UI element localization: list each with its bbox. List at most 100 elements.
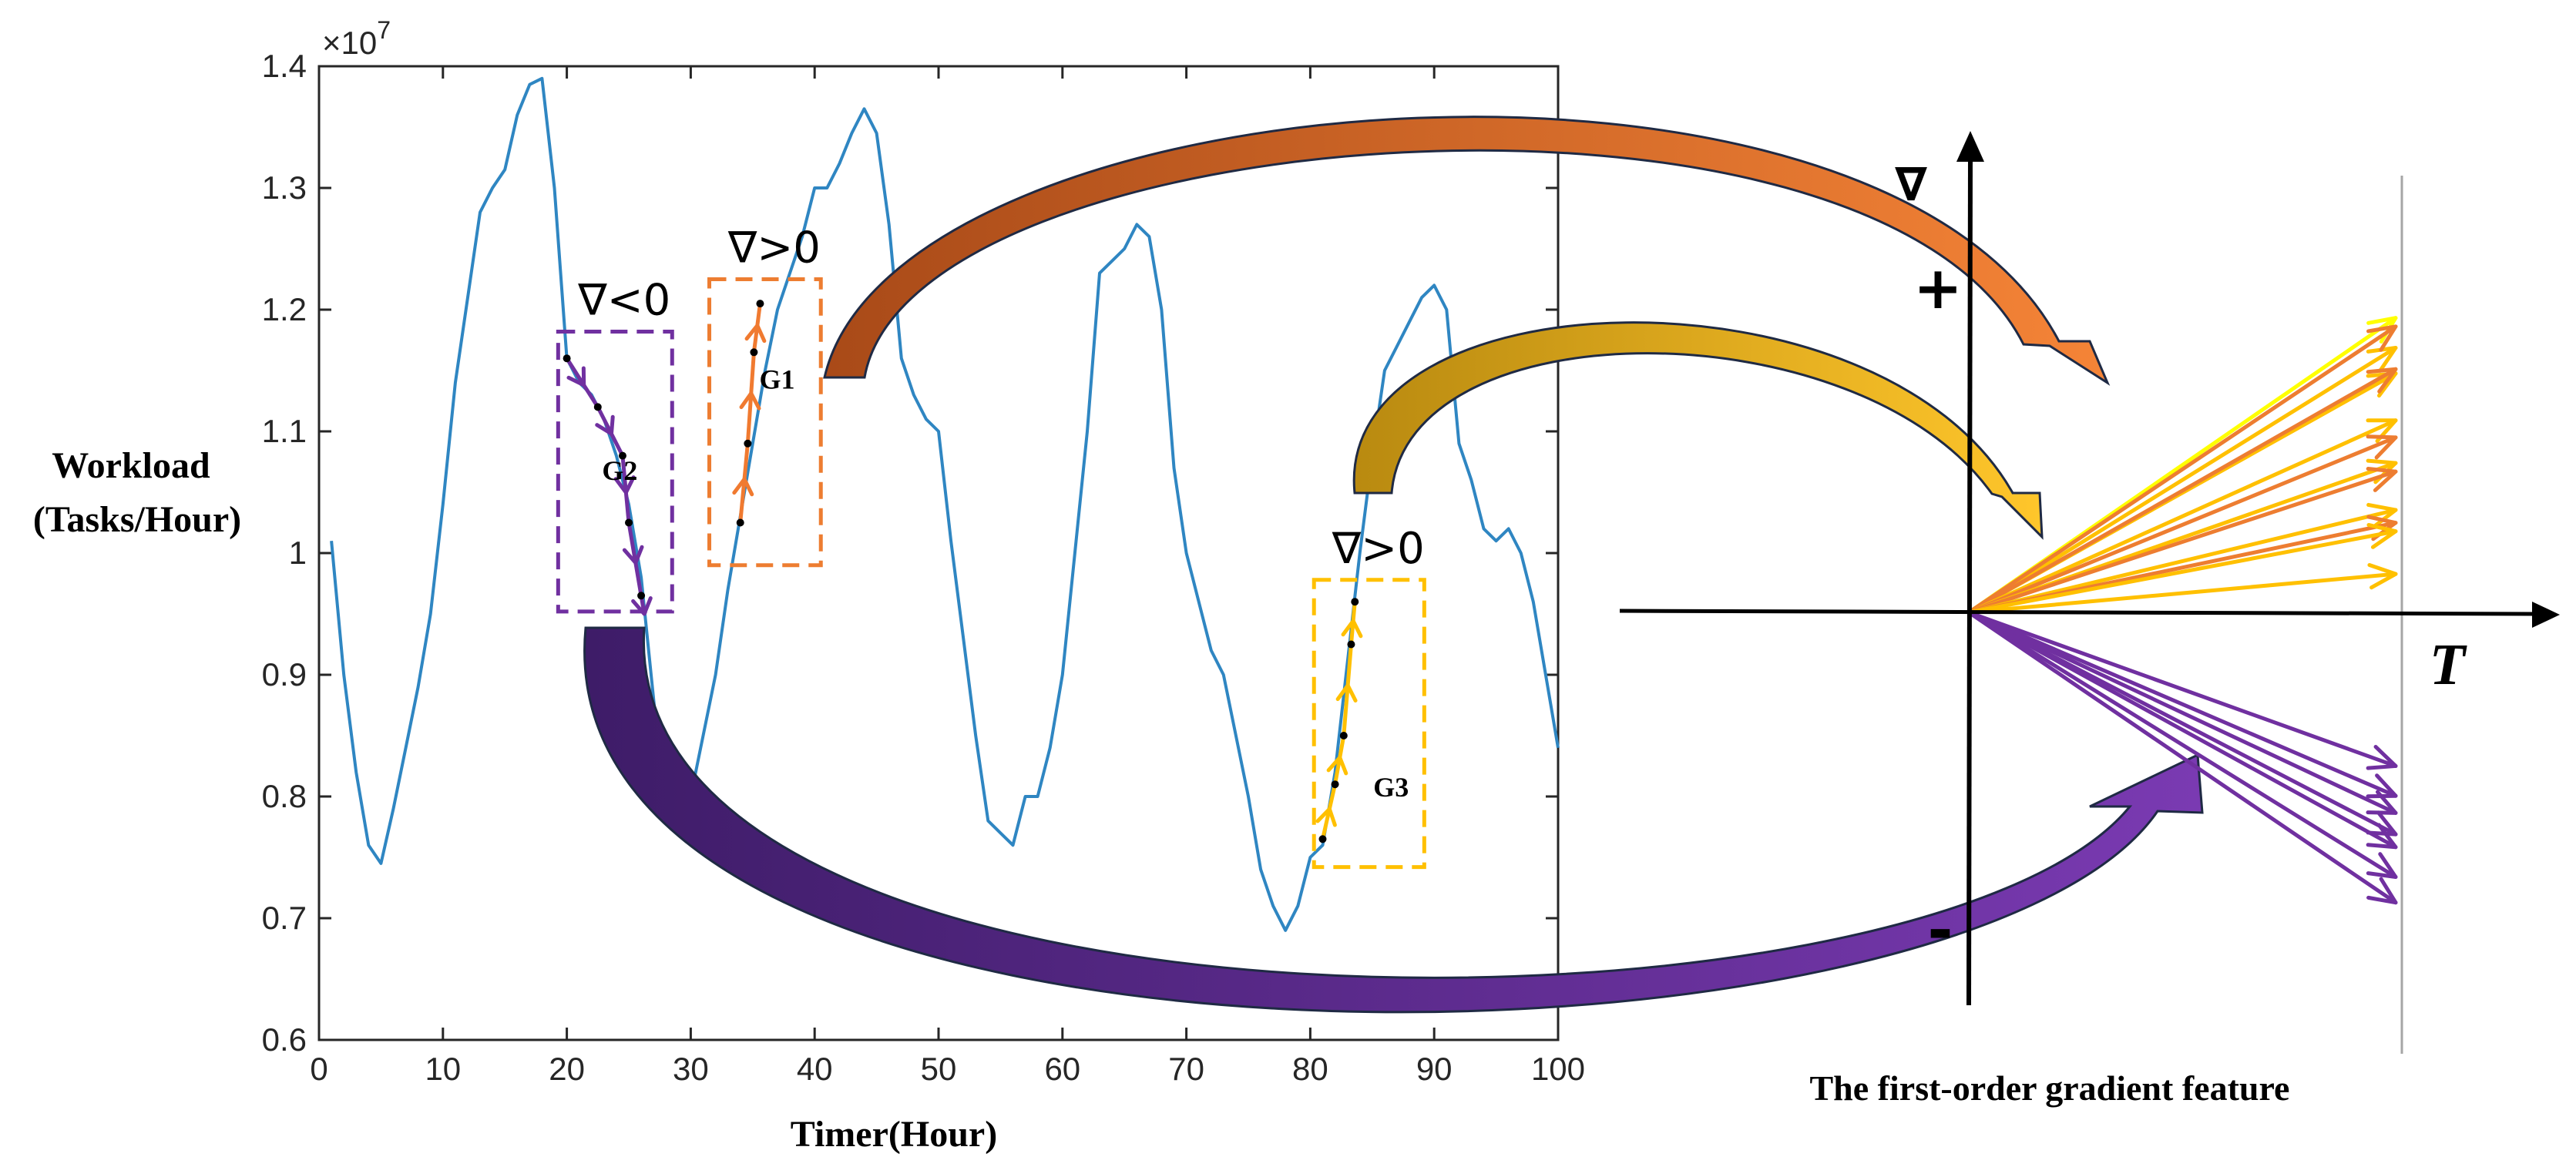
negative-gradient-vector-head — [2366, 773, 2398, 799]
group-point — [750, 348, 758, 357]
group-point — [1339, 732, 1348, 739]
y-tick-label: 1.4 — [262, 48, 307, 84]
negative-gradient-vector-head — [2366, 810, 2398, 837]
x-tick-label: 40 — [797, 1051, 833, 1087]
group-point — [1331, 780, 1339, 789]
negative-gradient-vector — [1966, 610, 2398, 850]
connector-arrows — [583, 116, 2204, 1014]
y-tick-label: 1 — [289, 535, 307, 571]
time-axis-label: T — [2430, 632, 2467, 697]
y-tick-label: 1.1 — [262, 413, 307, 449]
positive-gradient-vector-head — [2366, 367, 2398, 394]
x-tick-label: 80 — [1292, 1051, 1328, 1087]
workload-chart: 0 10 20 30 40 50 60 70 80 90 100 0.6 0.7 0.8 0.9 1 1.1 1… — [33, 16, 1585, 1155]
t-axis — [1619, 609, 2536, 616]
positive-gradient-vector-head — [2366, 434, 2398, 460]
g3-connector-arrow — [1352, 321, 2044, 540]
x-tick-group: 0 10 20 30 40 50 60 70 80 90 100 — [310, 66, 1585, 1087]
positive-gradient-vector — [1966, 346, 2398, 615]
negative-gradient-vector — [1966, 610, 2398, 798]
group-arrowhead — [595, 414, 615, 436]
positive-gradient-vector — [1966, 418, 2398, 615]
x-tick-label: 10 — [425, 1051, 461, 1087]
positive-gradient-vector — [1966, 469, 2398, 615]
group-box — [556, 329, 674, 614]
x-axis-label: Timer(Hour) — [791, 1114, 997, 1155]
negative-gradient-vector — [1966, 610, 2398, 815]
negative-gradient-vector — [1966, 610, 2398, 879]
y-axis-label-line1: Workload — [52, 445, 210, 486]
group-arrowhead — [566, 366, 586, 387]
group-arrowhead — [1341, 619, 1363, 639]
x-tick-label: 70 — [1168, 1051, 1204, 1087]
panel-caption: The first-order gradient feature — [1810, 1068, 2290, 1108]
group-arrowhead — [739, 391, 761, 411]
group-box — [707, 277, 823, 568]
group-annotation: ∇>0 — [727, 223, 821, 273]
group-g1: ∇>0 G1 — [707, 223, 823, 568]
plot-area-frame — [317, 65, 1560, 1041]
group-segment — [626, 522, 643, 596]
group-point — [618, 451, 626, 460]
t-axis-arrowhead — [2532, 602, 2560, 628]
group-arrowhead — [622, 545, 644, 565]
group-annotation: ∇<0 — [577, 275, 670, 325]
group-point — [736, 518, 744, 527]
positive-gradient-vector-head — [2366, 346, 2398, 373]
group-label: G3 — [1373, 772, 1409, 803]
group-point — [637, 592, 646, 600]
x-tick-label: 30 — [673, 1051, 709, 1087]
group-arrowhead — [1326, 755, 1348, 776]
group-arrowhead — [732, 477, 754, 497]
positive-gradient-vector-head — [2366, 371, 2398, 398]
positive-gradient-vector-head — [2366, 324, 2398, 352]
group-g2: ∇<0 G2 — [556, 275, 674, 616]
gradient-feature-panel: ∇ + - T The first-order gradient feature — [1619, 131, 2560, 1108]
negative-sign: - — [1927, 894, 1953, 966]
group-point — [563, 354, 571, 363]
y-multiplier: ×107 — [322, 16, 391, 61]
positive-gradient-vector-head — [2366, 522, 2398, 549]
y-multiplier-base: ×10 — [322, 25, 377, 61]
group-segment — [745, 352, 756, 444]
group-point — [625, 518, 633, 527]
gradient-groups: ∇>0 G1 ∇<0 G2 ∇>0 G3 — [556, 223, 1426, 870]
group-g3: ∇>0 G3 — [1312, 524, 1426, 870]
gradient-vectors — [1966, 316, 2398, 905]
y-tick-label: 0.9 — [262, 656, 307, 692]
positive-gradient-vector-head — [2366, 467, 2398, 492]
positive-sign: + — [1913, 253, 1963, 322]
group-segment — [1342, 644, 1353, 736]
y-tick-label: 1.2 — [262, 291, 307, 327]
x-tick-label: 0 — [310, 1051, 327, 1087]
x-tick-label: 90 — [1416, 1051, 1453, 1087]
positive-gradient-vector — [1966, 367, 2398, 615]
gradient-axis — [1966, 157, 1973, 1006]
gradient-axis-arrowhead — [1956, 131, 1984, 162]
group-arrowhead — [613, 475, 636, 495]
negative-gradient-vector-head — [2366, 877, 2398, 905]
x-tick-label: 20 — [549, 1051, 585, 1087]
group-arrowhead — [1335, 683, 1358, 703]
y-axis-label-line2: (Tasks/Hour) — [33, 499, 241, 540]
y-multiplier-exponent: 7 — [377, 16, 391, 44]
group-point — [1318, 835, 1327, 843]
negative-gradient-vector-head — [2366, 852, 2398, 879]
group-point — [1351, 598, 1359, 606]
y-tick-group: 0.6 0.7 0.8 0.9 1 1.1 1.2 1.3 1.4 — [262, 48, 1558, 1058]
group-annotation: ∇>0 — [1332, 524, 1425, 574]
positive-gradient-vector — [1966, 435, 2398, 615]
positive-gradient-vector — [1966, 572, 2398, 615]
group-segment — [738, 443, 750, 523]
y-tick-label: 0.6 — [262, 1021, 307, 1058]
negative-gradient-vector — [1966, 610, 2398, 768]
g1-connector-arrow — [823, 116, 2111, 386]
positive-gradient-vector-head — [2367, 562, 2398, 590]
g2-connector-arrow — [583, 626, 2204, 1014]
group-label: G1 — [760, 364, 795, 395]
group-arrowhead — [631, 596, 653, 616]
y-tick-label: 0.7 — [262, 900, 307, 936]
group-point — [756, 300, 764, 308]
negative-gradient-vector — [1966, 610, 2398, 905]
